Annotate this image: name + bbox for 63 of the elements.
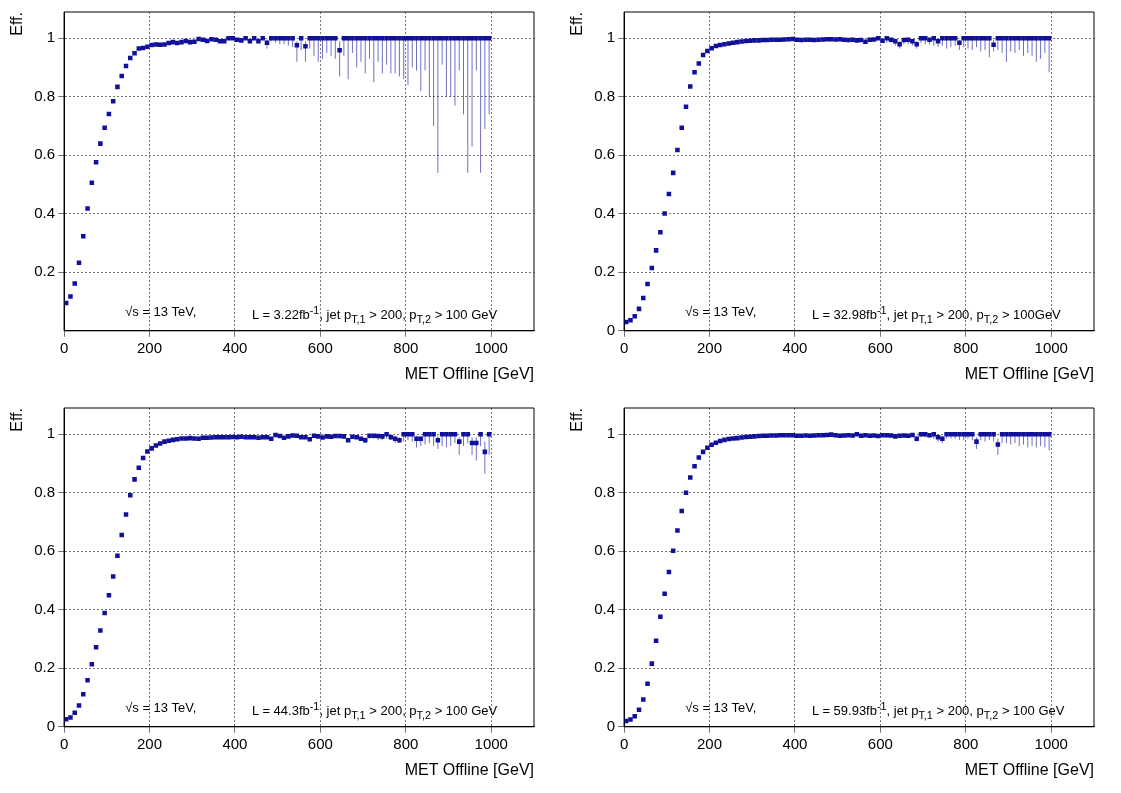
x-tick-label: 0 — [59, 734, 69, 752]
y-tick-label: 0.4 — [34, 599, 56, 617]
y-axis-title: Eff. — [568, 408, 586, 432]
x-tick-label: 200 — [696, 338, 723, 356]
y-tick-label: 0.4 — [594, 599, 616, 617]
x-tick-label: 1000 — [474, 338, 508, 356]
x-axis-title: MET Offline [GeV] — [404, 760, 534, 778]
y-axis-title: Eff. — [8, 12, 26, 36]
y-tick-label: 1 — [606, 424, 616, 442]
x-axis-title: MET Offline [GeV] — [964, 760, 1094, 778]
x-tick-label: 1000 — [474, 734, 508, 752]
x-tick-label: 200 — [136, 734, 163, 752]
x-tick-label: 1000 — [1034, 734, 1068, 752]
annotation: L = 3.22fb$^{-1}$, jet p$_{T,1}$ > 200, p$_{T,2}$ > 100 GeV — [252, 303, 498, 325]
annotation: L = 44.3fb$^{-1}$, jet p$_{T,1}$ > 200, p$_{T,2}$ > 100 GeV — [252, 699, 498, 721]
y-tick-label: 0.2 — [594, 658, 616, 676]
y-tick-label: 0.6 — [594, 145, 616, 163]
x-tick-label: 1000 — [1034, 338, 1068, 356]
x-axis-title: MET Offline [GeV] — [404, 364, 534, 382]
y-tick-label: 0.8 — [34, 86, 56, 104]
x-tick-label: 600 — [307, 338, 333, 356]
y-tick-label: 0.2 — [34, 262, 56, 280]
y-tick-label: 0.6 — [34, 145, 56, 163]
y-axis-title: Eff. — [8, 408, 26, 432]
annotation: √s = 13 TeV, — [125, 699, 197, 715]
x-tick-label: 800 — [393, 338, 419, 356]
x-tick-label: 400 — [782, 338, 808, 356]
annotation: √s = 13 TeV, — [125, 303, 197, 319]
y-tick-label: 0 — [46, 716, 56, 734]
y-tick-label: 0.4 — [34, 203, 56, 221]
x-tick-label: 800 — [393, 734, 419, 752]
x-tick-label: 0 — [619, 734, 629, 752]
x-tick-label: 800 — [953, 734, 979, 752]
x-tick-label: 0 — [59, 338, 69, 356]
y-tick-label: 1 — [46, 424, 56, 442]
x-tick-label: 400 — [782, 734, 808, 752]
x-tick-label: 400 — [222, 338, 248, 356]
x-tick-label: 600 — [307, 734, 333, 752]
y-axis-title: Eff. — [568, 12, 586, 36]
x-tick-label: 0 — [619, 338, 629, 356]
x-tick-label: 600 — [867, 734, 893, 752]
y-tick-label: 0.4 — [594, 203, 616, 221]
y-tick-label: 0.6 — [594, 541, 616, 559]
x-tick-label: 800 — [953, 338, 979, 356]
annotation: L = 32.98fb$^{-1}$, jet p$_{T,1}$ > 200, p$_{T,2}$ > 100GeV — [812, 303, 1061, 325]
x-tick-label: 400 — [222, 734, 248, 752]
x-tick-label: 600 — [867, 338, 893, 356]
annotation: √s = 13 TeV, — [685, 303, 757, 319]
x-axis-title: MET Offline [GeV] — [964, 364, 1094, 382]
y-tick-label: 0.8 — [594, 86, 616, 104]
annotation: L = 59.93fb$^{-1}$, jet p$_{T,1}$ > 200, p$_{T,2}$ > 100 GeV — [812, 699, 1065, 721]
y-tick-label: 1 — [46, 28, 56, 46]
y-tick-label: 0 — [606, 320, 616, 338]
annotation: √s = 13 TeV, — [685, 699, 757, 715]
y-tick-label: 0.8 — [594, 482, 616, 500]
y-tick-label: 0.8 — [34, 482, 56, 500]
x-tick-label: 200 — [696, 734, 723, 752]
y-tick-label: 1 — [606, 28, 616, 46]
y-tick-label: 0.2 — [34, 658, 56, 676]
y-tick-label: 0 — [606, 716, 616, 734]
y-tick-label: 0.6 — [34, 541, 56, 559]
y-tick-label: 0.2 — [594, 262, 616, 280]
x-tick-label: 200 — [136, 338, 163, 356]
